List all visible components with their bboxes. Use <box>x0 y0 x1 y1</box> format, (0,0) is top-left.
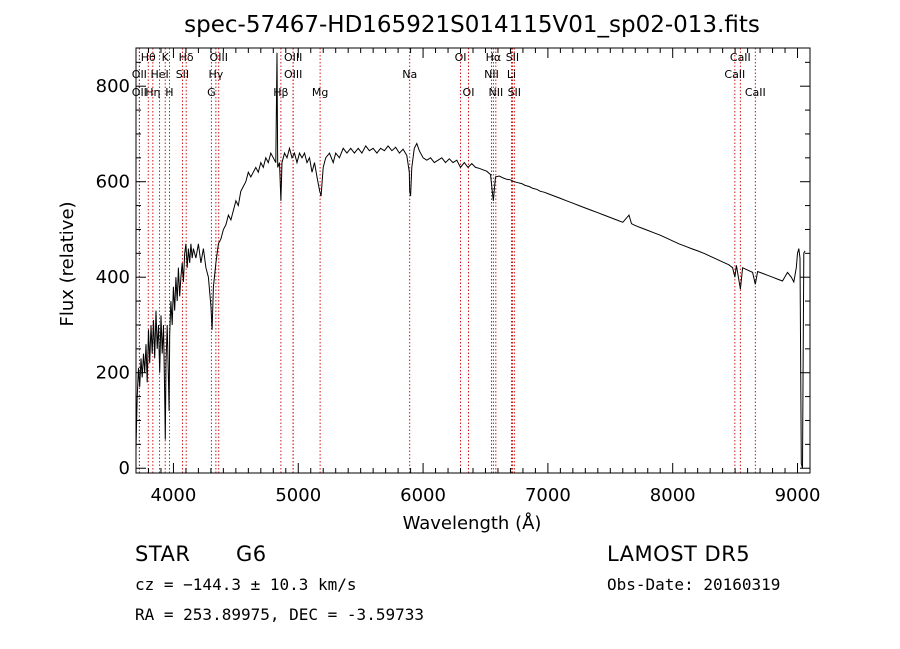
coordinates: RA = 253.89975, DEC = -3.59733 <box>135 605 424 624</box>
spectral-line-label: HeI <box>150 68 168 81</box>
spectrum-line <box>135 52 806 469</box>
y-tick-label: 0 <box>119 458 130 479</box>
spectral-line-label: OI <box>463 86 475 99</box>
y-tick-label: 800 <box>96 76 130 97</box>
y-axis: 0 200 400 600 800 <box>96 61 810 479</box>
spectral-line-label: OIII <box>284 51 302 64</box>
spectral-line-label: Na <box>402 68 417 81</box>
spectral-line-label: K <box>162 51 170 64</box>
x-tick-label: 7000 <box>525 485 571 506</box>
spectral-line-label: NII <box>484 68 499 81</box>
y-axis-label: Flux (relative) <box>57 201 78 326</box>
y-tick-label: 200 <box>96 363 130 384</box>
spectral-line-label: OIII <box>210 51 228 64</box>
spectral-line-label: Hγ <box>208 68 223 81</box>
spectral-line-label: Mg <box>312 86 328 99</box>
spectral-line-markers <box>138 48 756 473</box>
y-tick-label: 400 <box>96 267 130 288</box>
spectral-line-label: SII <box>506 51 519 64</box>
spectral-line-label: Hα <box>486 51 502 64</box>
spectral-line-label: Hδ <box>179 51 194 64</box>
plot-frame <box>135 47 811 474</box>
x-tick-label: 9000 <box>775 485 821 506</box>
spectral-line-labels: Hθ K Hδ OIII OIII OI Hα SII CaII OII HeI SII Hγ OIII N… <box>132 51 766 99</box>
spectral-line-label: SII <box>508 86 521 99</box>
x-tick-label: 8000 <box>650 485 696 506</box>
spectral-line-label: OIII <box>284 68 302 81</box>
spectral-line-label: CaII <box>745 86 766 99</box>
object-subclass: G6 <box>236 542 267 566</box>
redshift-velocity: cz = −144.3 ± 10.3 km/s <box>135 575 357 594</box>
observation-date: Obs-Date: 20160319 <box>607 575 781 594</box>
spectrum-series <box>135 52 806 469</box>
spectral-line-label: Hβ <box>273 86 288 99</box>
survey-name: LAMOST DR5 <box>607 542 751 566</box>
spectral-line-label: Li <box>507 68 516 81</box>
x-tick-label: 4000 <box>151 485 197 506</box>
spectral-line-label: OII <box>132 68 147 81</box>
spectral-line-label: OI <box>455 51 467 64</box>
spectral-line-label: H <box>165 86 173 99</box>
spectral-line-label: CaII <box>730 51 751 64</box>
x-tick-label: 6000 <box>400 485 446 506</box>
spectral-line-label: Hη <box>145 86 160 99</box>
x-tick-label: 5000 <box>275 485 321 506</box>
x-axis: 4000 5000 6000 7000 8000 9000 <box>135 48 821 506</box>
y-tick-label: 600 <box>96 172 130 193</box>
spectral-line-label: NII <box>488 86 503 99</box>
spectral-line-label: G <box>207 86 216 99</box>
spectral-line-label: CaII <box>724 68 745 81</box>
spectral-line-label: SII <box>176 68 189 81</box>
chart-title: spec-57467-HD165921S014115V01_sp02-013.f… <box>184 12 760 38</box>
spectral-line-label: Hθ <box>141 51 156 64</box>
x-axis-label: Wavelength (Å) <box>403 512 542 534</box>
object-type: STAR <box>135 542 191 566</box>
